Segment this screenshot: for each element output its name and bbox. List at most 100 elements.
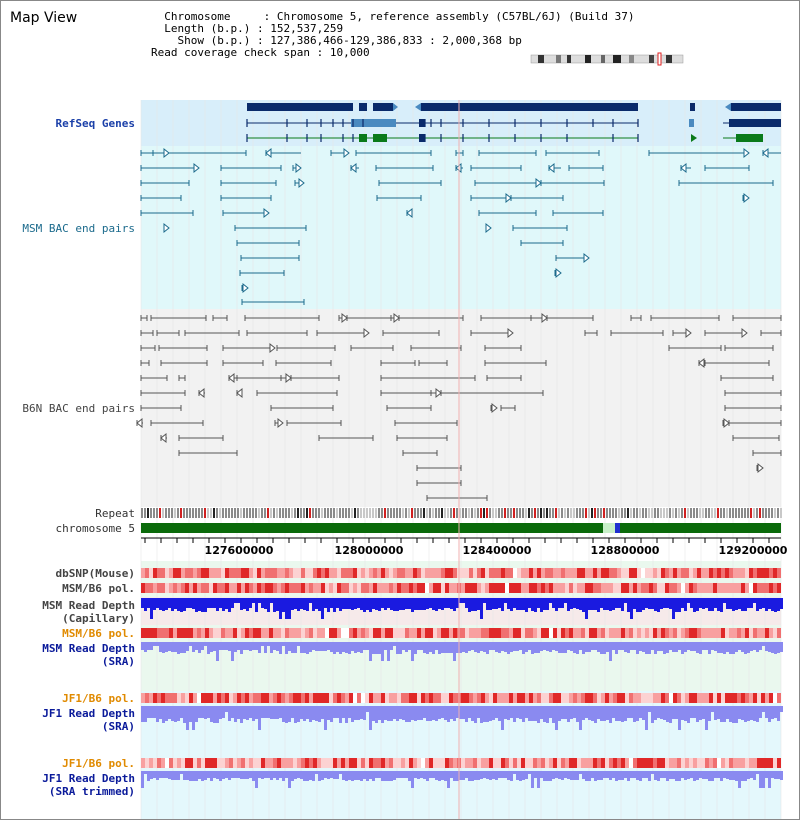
repeat-mark (672, 508, 674, 518)
depth-bar (294, 771, 297, 779)
b6n-bac-track-label[interactable]: B6N BAC end pairs (22, 402, 135, 415)
heat-cell (253, 568, 257, 578)
depth-bar (447, 642, 450, 653)
heat-cell (481, 758, 485, 768)
depth-bar (564, 598, 567, 603)
depth-bar (171, 598, 174, 611)
repeat-mark (432, 508, 434, 518)
depth-bar (717, 771, 720, 778)
repeat-mark (723, 508, 725, 518)
heat-cell (549, 693, 553, 703)
heat-cell (257, 628, 261, 638)
depth-bar (312, 598, 315, 611)
heat-cell (413, 628, 417, 638)
heat-cell (577, 693, 581, 703)
repeat-mark (249, 508, 251, 518)
heat-cell (293, 693, 297, 703)
jf1-b6-pol-label[interactable]: JF1/B6 pol. (62, 692, 135, 705)
b6n-bac-pair-arrow (160, 432, 167, 444)
msm-b6-pol-sra-label[interactable]: MSM/B6 pol. (62, 627, 135, 640)
heat-cell (485, 758, 489, 768)
depth-bar (279, 771, 282, 778)
depth-bar (336, 706, 339, 718)
depth-bar (291, 598, 294, 610)
heat-cell (245, 758, 249, 768)
depth-bar (723, 598, 726, 603)
heat-cell (285, 758, 289, 768)
depth-bar (231, 706, 234, 718)
repeat-mark (255, 508, 257, 518)
heat-cell (653, 568, 657, 578)
depth-bar (741, 771, 744, 781)
depth-bar (615, 598, 618, 608)
dbsnp-track-label[interactable]: dbSNP(Mouse) (55, 567, 135, 580)
heat-cell (537, 628, 541, 638)
depth-bar (438, 771, 441, 781)
heat-cell (209, 758, 213, 768)
depth-bar (198, 771, 201, 779)
depth-bar (327, 771, 330, 779)
heat-cell (609, 628, 613, 638)
depth-bar (777, 598, 780, 611)
repeat-mark (477, 508, 479, 518)
depth-bar (633, 598, 636, 609)
repeat-mark (714, 508, 716, 518)
depth-bar (225, 706, 228, 712)
depth-bar (624, 598, 627, 603)
refseq-track-label[interactable]: RefSeq Genes (55, 117, 135, 130)
repeat-mark (501, 508, 503, 518)
depth-bar (390, 771, 393, 781)
heat-cell (777, 583, 781, 593)
heat-cell (201, 693, 205, 703)
depth-bar (165, 598, 168, 610)
msm-b6-pol-label[interactable]: MSM/B6 pol. (62, 582, 135, 595)
heat-cell (717, 628, 721, 638)
msm-depth-capillary-label[interactable]: MSM Read Depth (42, 599, 135, 612)
depth-bar (591, 706, 594, 721)
depth-bar (351, 706, 354, 722)
b6n-bac-pair-arrow (269, 342, 276, 354)
heat-cell (289, 758, 293, 768)
depth-bar (681, 598, 684, 608)
repeat-mark (528, 508, 530, 518)
depth-bar (168, 642, 171, 651)
repeat-mark (312, 508, 314, 518)
msm-depth-sra-label[interactable]: MSM Read Depth (42, 642, 135, 655)
depth-bar (330, 706, 333, 722)
repeat-mark (216, 508, 218, 518)
depth-bar (351, 598, 354, 610)
repeat-mark (225, 508, 227, 518)
heat-cell (205, 693, 209, 703)
heat-cell (249, 568, 253, 578)
depth-bar (660, 706, 663, 719)
heat-cell (253, 583, 257, 593)
depth-bar (468, 706, 471, 718)
heat-cell (381, 583, 385, 593)
depth-bar (450, 706, 453, 719)
heat-cell (341, 758, 345, 768)
jf1-trimmed-depth-label[interactable]: JF1 Read Depth (42, 772, 135, 785)
heat-cell (513, 583, 517, 593)
heat-cell (753, 693, 757, 703)
heat-cell (385, 693, 389, 703)
heat-cell (481, 568, 485, 578)
msm-bac-track-label[interactable]: MSM BAC end pairs (22, 222, 135, 235)
heat-cell (597, 693, 601, 703)
depth-bar (459, 771, 462, 780)
heat-cell (221, 758, 225, 768)
depth-bar (645, 642, 648, 654)
depth-bar (579, 771, 582, 774)
jf1-depth-label[interactable]: JF1 Read Depth (42, 707, 135, 720)
repeat-mark (171, 508, 173, 518)
repeat-mark (294, 508, 296, 518)
repeat-mark (780, 508, 782, 518)
jf1-b6-pol-2-label[interactable]: JF1/B6 pol. (62, 757, 135, 770)
repeat-mark (549, 508, 551, 518)
depth-bar (504, 598, 507, 603)
heat-cell (569, 583, 573, 593)
heat-cell (725, 693, 729, 703)
repeat-mark (411, 508, 413, 518)
depth-bar (156, 771, 159, 780)
depth-bar (159, 706, 162, 719)
